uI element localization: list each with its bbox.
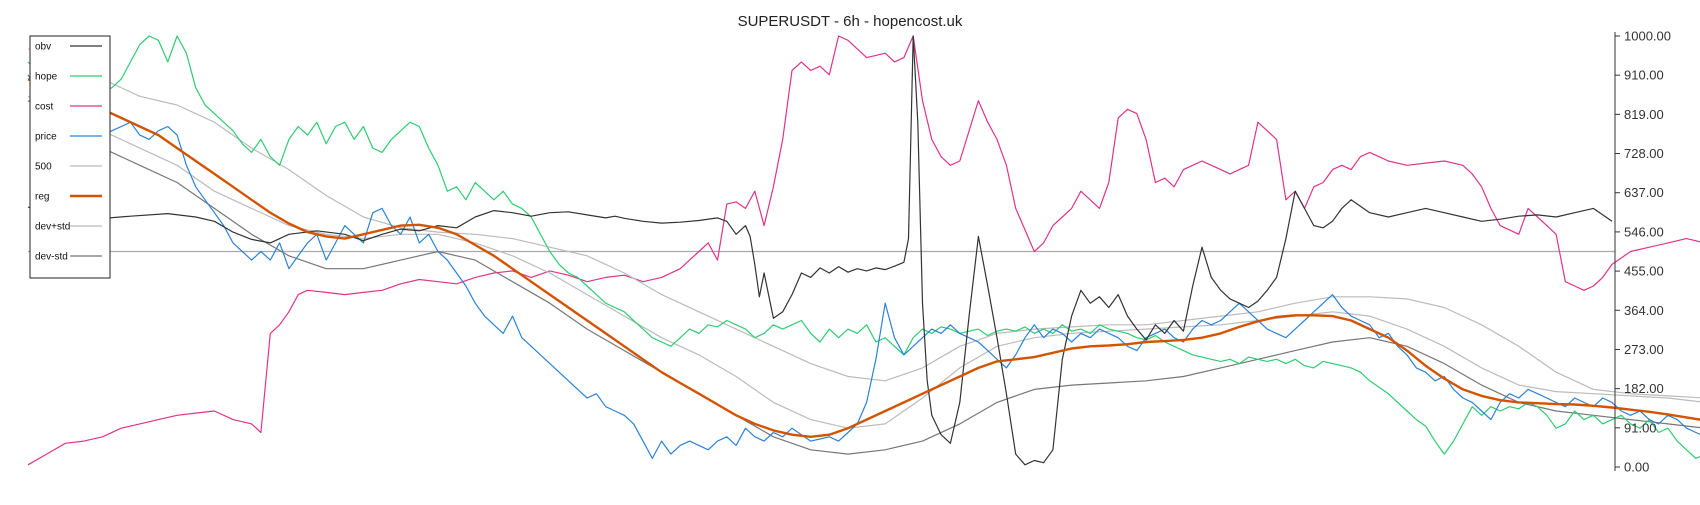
legend-label: obv [35, 42, 51, 53]
legend-label: price [35, 132, 57, 143]
legend-item: dev+std [35, 222, 102, 233]
y-axis: 0.00 91.00 182.00 273.00 364.00 455.00 546.00 6… [1614, 29, 1671, 475]
series-line-cost [27, 35, 1700, 466]
y-tick-label: 910.00 [1624, 68, 1664, 83]
series-layer [27, 35, 1700, 466]
y-tick-label: 364.00 [1624, 303, 1664, 318]
legend-item: reg [35, 192, 102, 203]
legend-label: 500 [35, 162, 52, 173]
y-tick-label: 91.00 [1624, 420, 1657, 435]
series-line-reg [27, 78, 1700, 438]
legend-label: dev-std [35, 252, 68, 263]
legend-label: hope [35, 72, 58, 83]
legend-item: price [35, 132, 102, 143]
y-tick-label: 273.00 [1624, 342, 1664, 357]
series-line-price [27, 74, 1700, 459]
series-line-dev-std [27, 95, 1700, 429]
chart-title: SUPERUSDT - 6h - hopencost.uk [738, 13, 963, 30]
legend-label: cost [35, 102, 54, 113]
y-tick-label: 1000.00 [1624, 29, 1671, 44]
legend-item: 500 [35, 162, 102, 173]
series-line-500 [27, 48, 1700, 399]
series-line-dev-std [27, 100, 1700, 455]
y-tick-label: 182.00 [1624, 381, 1664, 396]
y-tick-label: 637.00 [1624, 185, 1664, 200]
legend-label: reg [35, 192, 49, 203]
legend: obv hope cost price 500 reg dev+std dev-std [29, 35, 111, 279]
y-tick-label: 455.00 [1624, 264, 1664, 279]
series-line-hope [27, 35, 1700, 459]
series-line-obv [27, 35, 1613, 466]
legend-item: obv [35, 42, 102, 53]
y-tick-label: 0.00 [1624, 460, 1649, 475]
y-tick-label: 728.00 [1624, 146, 1664, 161]
y-tick-label: 819.00 [1624, 107, 1664, 122]
legend-label: dev+std [35, 222, 70, 233]
legend-item: dev-std [35, 252, 102, 263]
y-tick-label: 546.00 [1624, 224, 1664, 239]
legend-item: hope [35, 72, 102, 83]
legend-item: cost [35, 102, 102, 113]
